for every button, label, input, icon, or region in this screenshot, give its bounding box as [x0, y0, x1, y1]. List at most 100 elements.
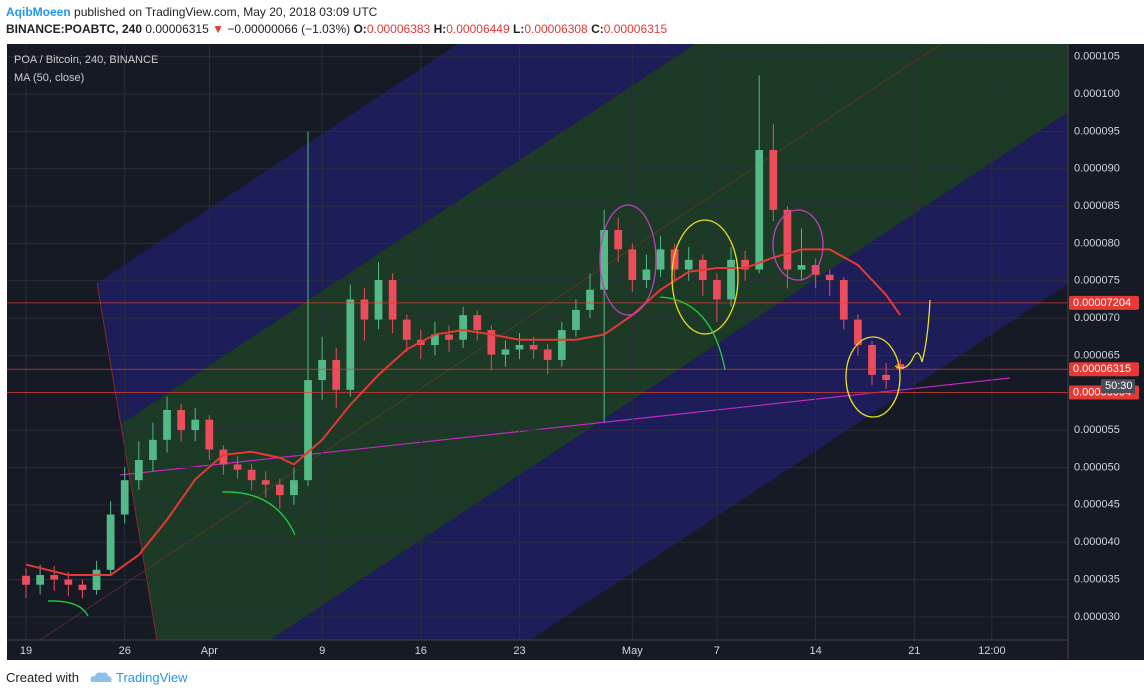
- circle-annotation: [599, 204, 657, 316]
- y-tick-label: 0.000085: [1074, 200, 1120, 212]
- footer: Created with TradingView: [6, 670, 188, 685]
- candle-body: [515, 344, 524, 350]
- candle-body: [106, 514, 115, 570]
- x-tick-label: Apr: [201, 645, 218, 657]
- candle-body: [839, 280, 848, 320]
- candle-body: [854, 319, 862, 345]
- candle-body: [388, 280, 397, 320]
- candle-body: [586, 289, 594, 310]
- candle-body: [120, 480, 129, 515]
- y-tick-label: 0.000040: [1074, 536, 1120, 548]
- y-tick-label: 0.000070: [1074, 312, 1120, 324]
- o: 0.00006383: [366, 22, 431, 36]
- channel-mid: [39, 44, 942, 640]
- change: −0.00000066 (−1.03%): [227, 22, 351, 36]
- circle-annotation: [845, 336, 901, 418]
- grid: [7, 44, 1068, 640]
- candle-body: [22, 575, 30, 585]
- candle-body: [670, 249, 679, 270]
- x-tick-label: 9: [319, 645, 325, 657]
- time-axis: [7, 640, 1144, 660]
- candle-body: [374, 280, 383, 320]
- candle-body: [163, 409, 171, 440]
- candle-body: [727, 259, 735, 300]
- candle-body: [868, 344, 876, 375]
- candle-body: [92, 569, 101, 590]
- c: 0.00006315: [603, 22, 668, 36]
- y-tick-label: 0.000035: [1074, 573, 1120, 585]
- candle-body: [346, 299, 355, 390]
- candle-body: [191, 419, 200, 431]
- candle-body: [529, 344, 538, 350]
- candle-body: [882, 374, 890, 381]
- drawings: [39, 44, 1068, 640]
- y-tick-label: 0.000065: [1074, 349, 1120, 361]
- arc-annotation: [221, 491, 296, 536]
- chart-title: POA / Bitcoin, 240, BINANCE: [14, 54, 158, 66]
- y-tick-label: 0.000030: [1074, 611, 1120, 623]
- candle-body: [713, 280, 721, 300]
- h-label: H:: [433, 22, 447, 36]
- price-axis: [1068, 44, 1144, 640]
- y-tick-label: 0.000045: [1074, 499, 1120, 511]
- h: 0.00006449: [446, 22, 510, 36]
- candle-body: [360, 299, 369, 320]
- created-with: Created with: [6, 670, 79, 685]
- candle-body: [628, 249, 637, 281]
- logo: [90, 672, 112, 682]
- candle-body: [134, 460, 143, 481]
- countdown: 50:30: [1105, 380, 1133, 392]
- y-tick-label: 0.000050: [1074, 461, 1120, 473]
- y-tick-label: 0.000100: [1074, 88, 1120, 100]
- candle-body: [233, 464, 242, 470]
- annotations: [47, 204, 931, 617]
- l-label: L:: [512, 22, 525, 36]
- c-label: C:: [591, 22, 604, 36]
- candle-body: [445, 334, 453, 340]
- price-label: 0.00007204: [1073, 297, 1131, 309]
- candle-body: [487, 330, 496, 355]
- header: AqibMoeen published on TradingView.com, …: [6, 4, 667, 38]
- circle-annotation: [772, 209, 824, 281]
- candle-body: [825, 274, 834, 281]
- y-tick-label: 0.000055: [1074, 424, 1120, 436]
- candle-body: [219, 449, 228, 465]
- x-tick-label: 23: [513, 645, 525, 657]
- chart: 0.000030 0.000035 0.000040 0.000045 0.000050…: [0, 40, 1144, 662]
- published: published on TradingView.com, May 20, 20…: [74, 5, 378, 19]
- brand[interactable]: TradingView: [116, 670, 188, 685]
- x-tick-label: May: [622, 645, 643, 657]
- candle-body: [543, 349, 552, 360]
- candle-body: [290, 480, 298, 496]
- ma-line: [25, 248, 902, 577]
- symbol: BINANCE:POABTC, 240: [6, 22, 143, 36]
- candle-body: [684, 259, 693, 270]
- candle-body: [177, 409, 186, 431]
- channel-band: [121, 44, 1068, 640]
- author[interactable]: AqibMoeen: [6, 5, 71, 19]
- circle-annotation: [671, 219, 739, 335]
- channel-band: [97, 44, 695, 424]
- candle-body: [741, 259, 749, 270]
- candle-body: [656, 249, 665, 270]
- candle-body: [304, 380, 312, 481]
- price-label-box: [1069, 362, 1139, 377]
- last: 0.00006315: [145, 22, 209, 36]
- x-tick-label: 26: [119, 645, 131, 657]
- candle-body: [783, 209, 792, 270]
- candle-body: [797, 265, 806, 270]
- arc-annotation: [659, 296, 726, 371]
- candle-body: [501, 349, 510, 355]
- candle-body: [431, 334, 439, 345]
- candle-body: [64, 579, 73, 585]
- arc-annotation: [47, 600, 89, 617]
- x-tick-label: 7: [714, 645, 720, 657]
- candle-body: [50, 575, 59, 580]
- candle-body: [275, 484, 284, 496]
- candle-body: [149, 439, 157, 461]
- channel-band: [270, 112, 1068, 640]
- x-tick-label: 16: [415, 645, 427, 657]
- candle-body: [642, 269, 651, 281]
- channel-edge: [96, 282, 158, 640]
- candle-body: [205, 419, 214, 450]
